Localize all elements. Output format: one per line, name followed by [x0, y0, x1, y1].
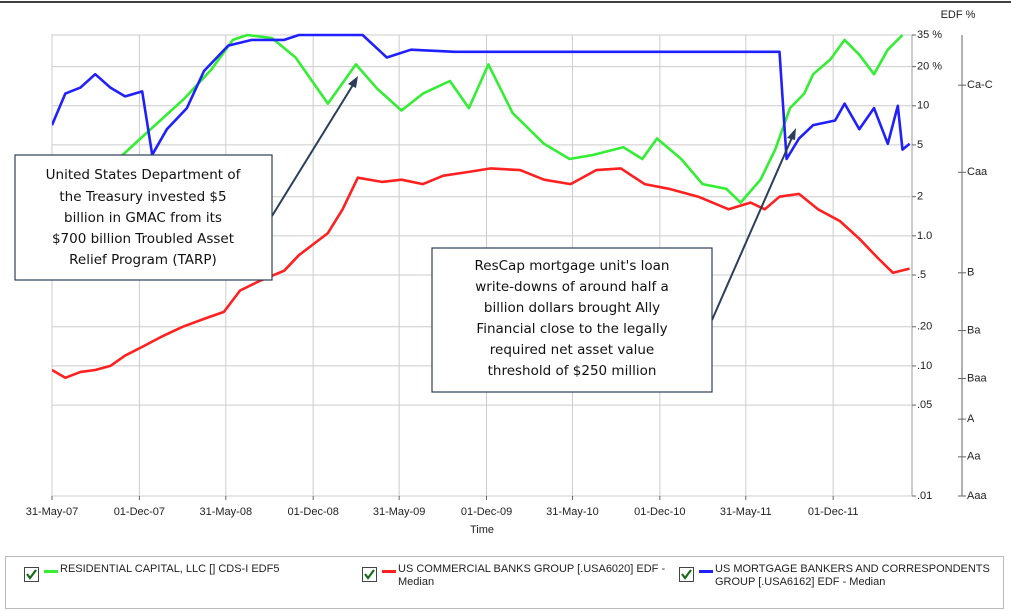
y-tick-label: 2 [917, 191, 923, 203]
y2-tick-label: Ba [967, 324, 981, 336]
x-tick-label: 31-May-08 [200, 506, 253, 518]
annotation-box [431, 247, 713, 393]
y-tick-label: .5 [917, 269, 926, 281]
y-tick-label: 10 [917, 100, 929, 112]
check-mark [681, 569, 692, 580]
annotation-line: ResCap mortgage unit's loan [475, 258, 670, 274]
y2-tick-label: Aaa [967, 490, 987, 502]
check-path [681, 569, 692, 580]
arrow-head [787, 128, 796, 140]
check-mark [26, 569, 37, 580]
y2-tick-label: Aa [967, 451, 981, 463]
annotation: ResCap mortgage unit's loan write-downs … [431, 128, 796, 393]
series-line [119, 33, 904, 204]
annotation-line: Relief Program (TARP) [69, 252, 217, 268]
x-tick-label: 31-May-11 [720, 506, 772, 518]
y-tick-label: .05 [917, 399, 932, 411]
y-tick-label: .10 [917, 360, 932, 372]
y2-tick-label: Ca-C [967, 79, 993, 91]
legend: RESIDENTIAL CAPITAL, LLC [] CDS-I EDF5 US… [5, 556, 1004, 609]
check-path [26, 569, 37, 580]
legend-swatch [44, 570, 58, 573]
annotation-box [14, 154, 273, 281]
y-tick-label: .20 [917, 321, 932, 333]
x-axis-label: Time [470, 524, 494, 536]
x-tick-label: 31-May-07 [26, 506, 79, 518]
legend-label: US MORTGAGE BANKERS AND CORRESPONDENTS G… [715, 563, 990, 588]
x-tick-label: 01-Dec-08 [288, 506, 339, 518]
check-path [364, 569, 375, 580]
y2-tick-label: Baa [967, 372, 987, 384]
legend-checkbox[interactable] [679, 567, 694, 582]
annotation-line: Financial close to the legally [476, 321, 667, 337]
y-tick-label: .01 [917, 490, 932, 502]
x-tick-label: 31-May-09 [373, 506, 426, 518]
annotation-line: billion in GMAC from its [64, 210, 222, 226]
annotation-line: write-downs of around half a [475, 279, 669, 295]
x-tick-label: 01-Dec-11 [808, 506, 859, 518]
annotation-arrow [271, 79, 357, 217]
y2-tick-label: Caa [967, 166, 988, 178]
x-tick-label: 01-Dec-07 [114, 506, 165, 518]
y-tick-label: 1.0 [917, 230, 932, 242]
y-tick-label: 20 % [917, 61, 942, 73]
legend-label: RESIDENTIAL CAPITAL, LLC [] CDS-I EDF5 [60, 563, 280, 575]
y-tick-label: 35 % [917, 29, 942, 41]
legend-swatch [382, 570, 396, 573]
annotation-line: United States Department of [46, 167, 242, 183]
chart: EDF % Time United States Department of t… [0, 1, 1011, 536]
check-mark [364, 569, 375, 580]
series-line [52, 167, 910, 380]
y2-tick-label: A [967, 413, 975, 425]
series-lines [52, 33, 911, 380]
arrow-head [348, 76, 358, 88]
y-tick-label: 5 [917, 139, 923, 151]
legend-checkbox[interactable] [362, 567, 377, 582]
x-tick-label: 31-May-10 [546, 506, 599, 518]
annotation-line: the Treasury invested $5 [59, 189, 226, 205]
y2-tick-label: B [967, 267, 974, 279]
annotation: United States Department of the Treasury… [14, 76, 358, 281]
y-axis-label: EDF % [941, 9, 976, 21]
annotation-line: $700 billion Troubled Asset [52, 231, 234, 247]
x-tick-label: 01-Dec-10 [634, 506, 685, 518]
annotation-line: billion dollars brought Ally [484, 300, 660, 316]
annotation-line: threshold of $250 million [488, 363, 657, 379]
legend-swatch [699, 570, 713, 573]
legend-label: US COMMERCIAL BANKS GROUP [.USA6020] EDF… [398, 563, 666, 588]
annotation-arrow [711, 132, 795, 321]
legend-checkbox[interactable] [24, 567, 39, 582]
series-line [52, 33, 911, 161]
annotation-line: required net asset value [490, 342, 654, 358]
x-tick-label: 01-Dec-09 [461, 506, 512, 518]
